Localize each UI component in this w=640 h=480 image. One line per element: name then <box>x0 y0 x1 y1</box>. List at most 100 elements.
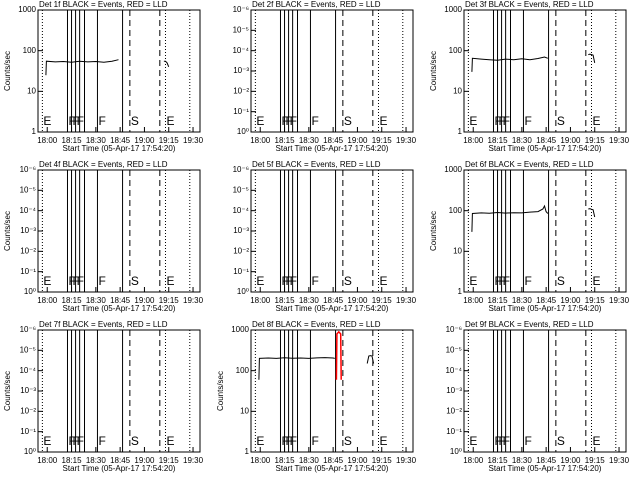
x-tick-label: 19:30 <box>609 456 630 465</box>
x-tick-label: 18:15 <box>62 456 83 465</box>
event-label: F <box>311 114 318 128</box>
y-axis-label: Counts/sec <box>216 371 225 411</box>
x-tick-label: 18:00 <box>250 296 271 305</box>
y-tick-label: 1000 <box>444 5 462 14</box>
panel: Det 4f BLACK = Events, RED = LLD Counts/s… <box>3 160 203 313</box>
panel: Det 2f BLACK = Events, RED = LLD 10⁰ 10⁻¹ 1… <box>232 0 416 153</box>
x-tick-label: 18:00 <box>463 296 484 305</box>
x-tick-label: 18:30 <box>299 456 320 465</box>
event-label: S <box>557 434 565 448</box>
event-label: E <box>592 434 600 448</box>
event-label: E <box>43 434 51 448</box>
event-label: E <box>379 114 387 128</box>
x-axis-label: Start Time (05-Apr-17 17:54:20) <box>276 304 389 313</box>
event-label: E <box>256 114 264 128</box>
panel-title: Det 1f BLACK = Events, RED = LLD <box>39 0 168 9</box>
x-tick-label: 18:30 <box>299 296 320 305</box>
x-tick-label: 18:30 <box>86 296 107 305</box>
y-tick-label: 10⁻³ <box>233 226 249 235</box>
x-tick-label: 19:00 <box>134 136 155 145</box>
event-label: S <box>344 114 352 128</box>
x-tick-label: 18:15 <box>275 296 296 305</box>
x-tick-label: 18:45 <box>536 136 557 145</box>
event-label: F <box>499 114 506 128</box>
event-label: F <box>98 274 105 288</box>
x-tick-label: 18:30 <box>512 136 533 145</box>
x-tick-label: 19:15 <box>585 136 606 145</box>
y-tick-label: 100 <box>449 46 463 55</box>
event-label: F <box>98 114 105 128</box>
x-tick-label: 19:15 <box>585 296 606 305</box>
y-tick-label: 10⁻⁶ <box>233 165 249 174</box>
event-label: F <box>286 114 293 128</box>
panel-title: Det 9f BLACK = Events, RED = LLD <box>465 320 594 329</box>
panel-title: Det 2f BLACK = Events, RED = LLD <box>252 0 381 9</box>
y-tick-label: 10⁻⁵ <box>233 185 249 194</box>
y-tick-label: 1 <box>245 447 250 456</box>
event-label: E <box>166 434 174 448</box>
y-tick-label: 10⁻³ <box>20 226 36 235</box>
data-line <box>335 330 342 380</box>
y-tick-label: 10⁻¹ <box>20 427 36 436</box>
x-tick-label: 18:00 <box>463 456 484 465</box>
x-tick-label: 19:30 <box>183 456 204 465</box>
x-tick-label: 18:45 <box>536 456 557 465</box>
y-tick-label: 10⁻⁴ <box>232 46 249 55</box>
y-axis-label: Counts/sec <box>3 371 12 411</box>
y-axis-label: Counts/sec <box>429 51 438 91</box>
event-label: F <box>503 114 510 128</box>
x-axis-label: Start Time (05-Apr-17 17:54:20) <box>489 304 602 313</box>
x-tick-label: 18:00 <box>37 296 58 305</box>
panel-title: Det 8f BLACK = Events, RED = LLD <box>252 320 381 329</box>
plot-frame <box>37 9 201 133</box>
y-tick-label: 10 <box>240 406 249 415</box>
y-tick-label: 10⁻⁶ <box>20 165 36 174</box>
panel: Det 1f BLACK = Events, RED = LLD Counts/s… <box>3 0 203 153</box>
x-tick-label: 18:30 <box>512 456 533 465</box>
x-tick-label: 18:45 <box>323 136 344 145</box>
event-label: E <box>166 114 174 128</box>
event-label: F <box>68 274 75 288</box>
x-tick-label: 18:15 <box>488 456 509 465</box>
x-axis-label: Start Time (05-Apr-17 17:54:20) <box>489 464 602 473</box>
event-label: E <box>379 274 387 288</box>
data-line <box>258 355 375 380</box>
panel-title: Det 7f BLACK = Events, RED = LLD <box>39 320 168 329</box>
event-label: S <box>131 274 139 288</box>
event-label: F <box>524 434 531 448</box>
event-label: F <box>503 274 510 288</box>
x-tick-label: 18:45 <box>536 296 557 305</box>
panel: Det 8f BLACK = Events, RED = LLD Counts/s… <box>216 320 416 473</box>
y-tick-label: 10⁰ <box>237 287 249 296</box>
event-label: F <box>499 274 506 288</box>
x-tick-label: 19:15 <box>372 456 393 465</box>
x-axis-label: Start Time (05-Apr-17 17:54:20) <box>489 144 602 153</box>
y-tick-label: 10⁻⁶ <box>20 325 36 334</box>
x-tick-label: 18:00 <box>250 136 271 145</box>
x-tick-label: 19:00 <box>560 456 581 465</box>
y-tick-label: 10⁻³ <box>446 386 462 395</box>
x-tick-label: 19:00 <box>560 136 581 145</box>
x-tick-label: 19:30 <box>396 296 417 305</box>
x-axis-label: Start Time (05-Apr-17 17:54:20) <box>276 144 389 153</box>
y-tick-label: 1 <box>458 127 463 136</box>
plot-frame <box>37 329 201 453</box>
event-label: E <box>592 274 600 288</box>
event-label: E <box>469 274 477 288</box>
y-tick-label: 10⁻² <box>233 86 249 95</box>
y-tick-label: 10⁻⁵ <box>446 345 462 354</box>
event-label: F <box>311 274 318 288</box>
x-tick-label: 18:15 <box>275 456 296 465</box>
event-label: F <box>68 114 75 128</box>
event-label: F <box>98 434 105 448</box>
event-label: F <box>68 434 75 448</box>
event-label: E <box>469 114 477 128</box>
y-axis-label: Counts/sec <box>3 211 12 251</box>
y-tick-label: 1 <box>32 127 37 136</box>
x-tick-label: 18:45 <box>323 456 344 465</box>
y-tick-label: 10 <box>453 246 462 255</box>
event-label: F <box>77 274 84 288</box>
x-tick-label: 18:30 <box>86 136 107 145</box>
y-tick-label: 10⁰ <box>24 287 36 296</box>
